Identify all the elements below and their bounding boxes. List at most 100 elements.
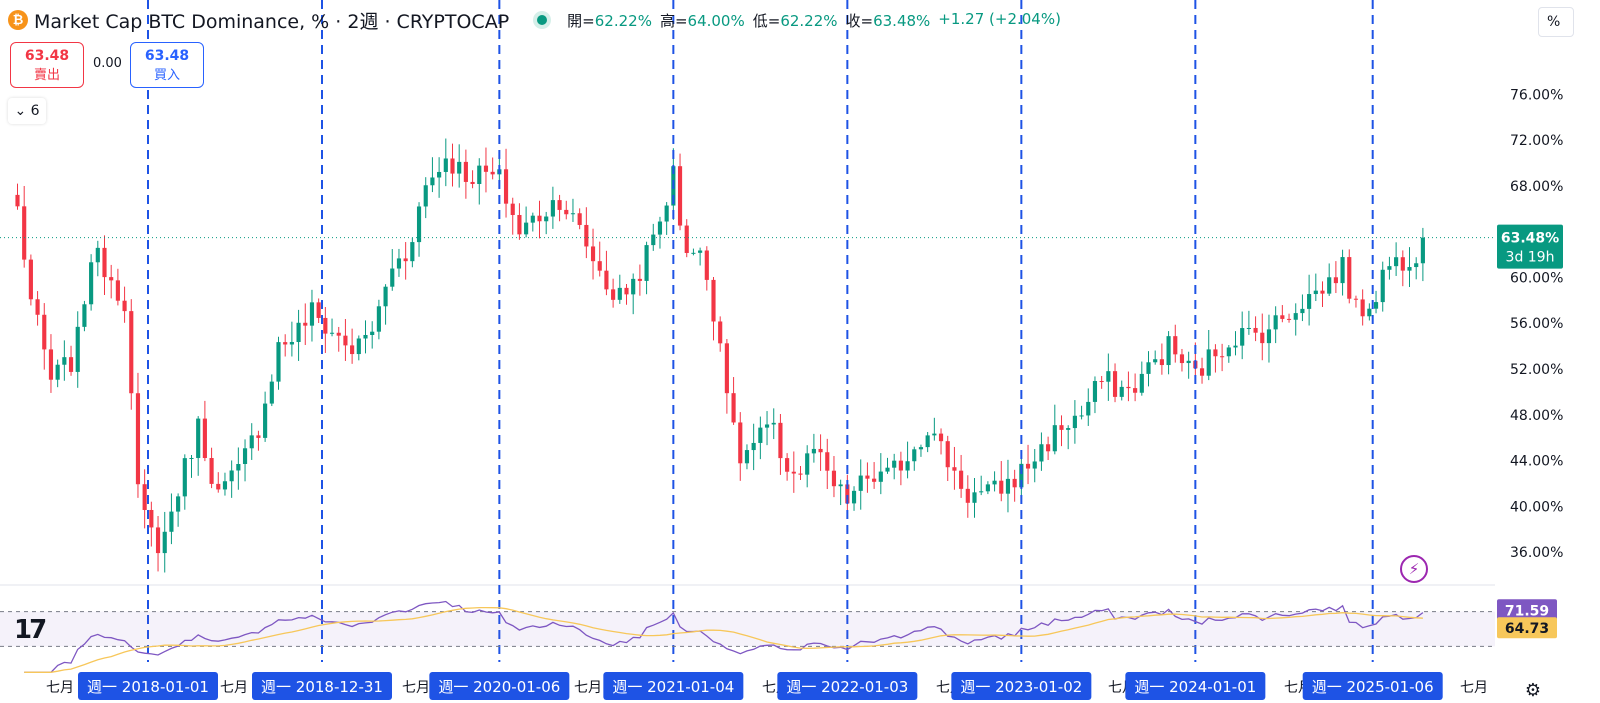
candle-body xyxy=(1347,257,1352,299)
candle-body xyxy=(350,345,355,355)
candle-body xyxy=(1387,266,1392,270)
candle-body xyxy=(423,185,428,207)
candle-body xyxy=(42,314,47,350)
x-date-badge xyxy=(1125,672,1266,700)
candle-body xyxy=(470,181,475,184)
chart-header: ₿ Market Cap BTC Dominance, % · 2週 · CRY… xyxy=(8,8,1061,33)
buy-button[interactable]: 63.48 買入 xyxy=(130,42,204,88)
candle-body xyxy=(898,460,903,471)
candle-body xyxy=(744,450,750,464)
candle-body xyxy=(1307,294,1312,309)
ohlc-close: 收=63.48% xyxy=(845,11,931,30)
candle-body xyxy=(1133,388,1138,393)
candle-body xyxy=(1005,478,1011,494)
candle-body xyxy=(1112,371,1118,397)
period-separators xyxy=(147,0,1374,662)
candle-body xyxy=(751,442,756,451)
price-axis[interactable]: 76.00%72.00%68.00%64.00%60.00%56.00%52.0… xyxy=(1510,87,1563,561)
candle-body xyxy=(1072,415,1077,429)
candle-body xyxy=(1139,373,1144,393)
sell-price: 63.48 xyxy=(24,47,70,64)
lightning-icon[interactable]: ⚡ xyxy=(1400,555,1428,583)
candle-body xyxy=(410,242,415,262)
candle-body xyxy=(1099,381,1104,383)
y-tick-label: 60.00% xyxy=(1510,270,1563,286)
candle-body xyxy=(115,280,120,301)
candle-body xyxy=(985,484,990,492)
buy-label: 買入 xyxy=(153,67,180,83)
candle-body xyxy=(450,158,455,174)
candle-body xyxy=(738,422,743,464)
candle-body xyxy=(1414,263,1419,268)
candle-body xyxy=(430,177,435,186)
candle-body xyxy=(396,258,402,269)
candle-body xyxy=(992,480,997,485)
candle-body xyxy=(142,484,147,510)
y-tick-label: 72.00% xyxy=(1510,133,1563,149)
candle-body xyxy=(463,161,468,182)
tradingview-logo-icon[interactable]: 17 xyxy=(14,615,47,645)
candle-body xyxy=(1373,302,1379,309)
candle-body xyxy=(122,300,127,312)
candle-body xyxy=(530,215,535,223)
time-axis[interactable]: 七月 週一 2018-01-01 七月 週一 2018-12-31 七月 週一 2020-… xyxy=(46,672,1488,700)
candle-body xyxy=(149,509,154,528)
candle-body xyxy=(624,287,629,295)
candle-body xyxy=(704,250,709,280)
candle-body xyxy=(1253,327,1258,333)
candle-body xyxy=(196,418,201,458)
candle-body xyxy=(517,214,522,235)
candle-body xyxy=(791,471,796,474)
candle-body xyxy=(176,496,181,512)
candle-body xyxy=(544,216,549,222)
candle-body xyxy=(403,258,408,262)
candle-body xyxy=(918,447,924,450)
candle-body xyxy=(162,531,167,554)
ohlc-low: 低=62.22% xyxy=(752,11,838,30)
candle-body xyxy=(1333,277,1338,284)
x-tick-label: 七月 xyxy=(402,680,430,696)
candle-body xyxy=(550,200,555,217)
candle-body xyxy=(570,213,576,215)
candle-body xyxy=(1153,359,1158,363)
candle-body xyxy=(283,342,288,345)
candle-body xyxy=(1119,386,1124,397)
candle-body xyxy=(303,322,308,326)
x-tick-label: 七月 xyxy=(574,680,602,696)
candle-body xyxy=(818,448,823,453)
candle-body xyxy=(309,302,315,326)
ohlc-change: +1.27 (+2.04%) xyxy=(938,9,1061,28)
symbol-title[interactable]: Market Cap BTC Dominance, % · 2週 · CRYPT… xyxy=(34,10,510,33)
candle-body xyxy=(858,475,863,491)
candle-body xyxy=(959,470,964,489)
candle-body xyxy=(236,464,241,471)
candle-body xyxy=(1220,356,1225,358)
candle-body xyxy=(972,492,977,503)
x-date-badge xyxy=(951,672,1092,700)
candle-body xyxy=(938,433,944,442)
rsi-value-badge xyxy=(1497,599,1557,621)
gear-icon[interactable]: ⚙ xyxy=(1524,679,1542,701)
candle-body xyxy=(865,475,870,479)
buy-price: 63.48 xyxy=(144,47,190,64)
x-date-badge xyxy=(429,672,570,700)
candle-body xyxy=(1360,299,1365,317)
x-tick-label: 七月 xyxy=(1460,680,1488,696)
candle-body xyxy=(15,194,20,207)
candle-body xyxy=(557,200,562,210)
candle-body xyxy=(1246,327,1251,329)
candle-body xyxy=(249,435,254,449)
percent-scale-button[interactable]: % xyxy=(1538,7,1574,37)
sell-button[interactable]: 63.48 賣出 xyxy=(10,42,84,88)
x-tick-label: 週一 2025-01-06 xyxy=(1312,678,1434,696)
ohlc-open: 開=62.22% xyxy=(567,11,652,30)
candle-body xyxy=(1012,478,1017,488)
candle-body xyxy=(1206,349,1211,376)
indicator-collapse-button[interactable]: ⌄ 6 xyxy=(8,98,46,124)
candle-body xyxy=(1313,290,1318,295)
candle-body xyxy=(1394,257,1399,267)
candle-body xyxy=(771,422,776,425)
candle-body xyxy=(684,225,689,253)
candle-body xyxy=(590,246,596,262)
candle-body xyxy=(979,491,984,493)
